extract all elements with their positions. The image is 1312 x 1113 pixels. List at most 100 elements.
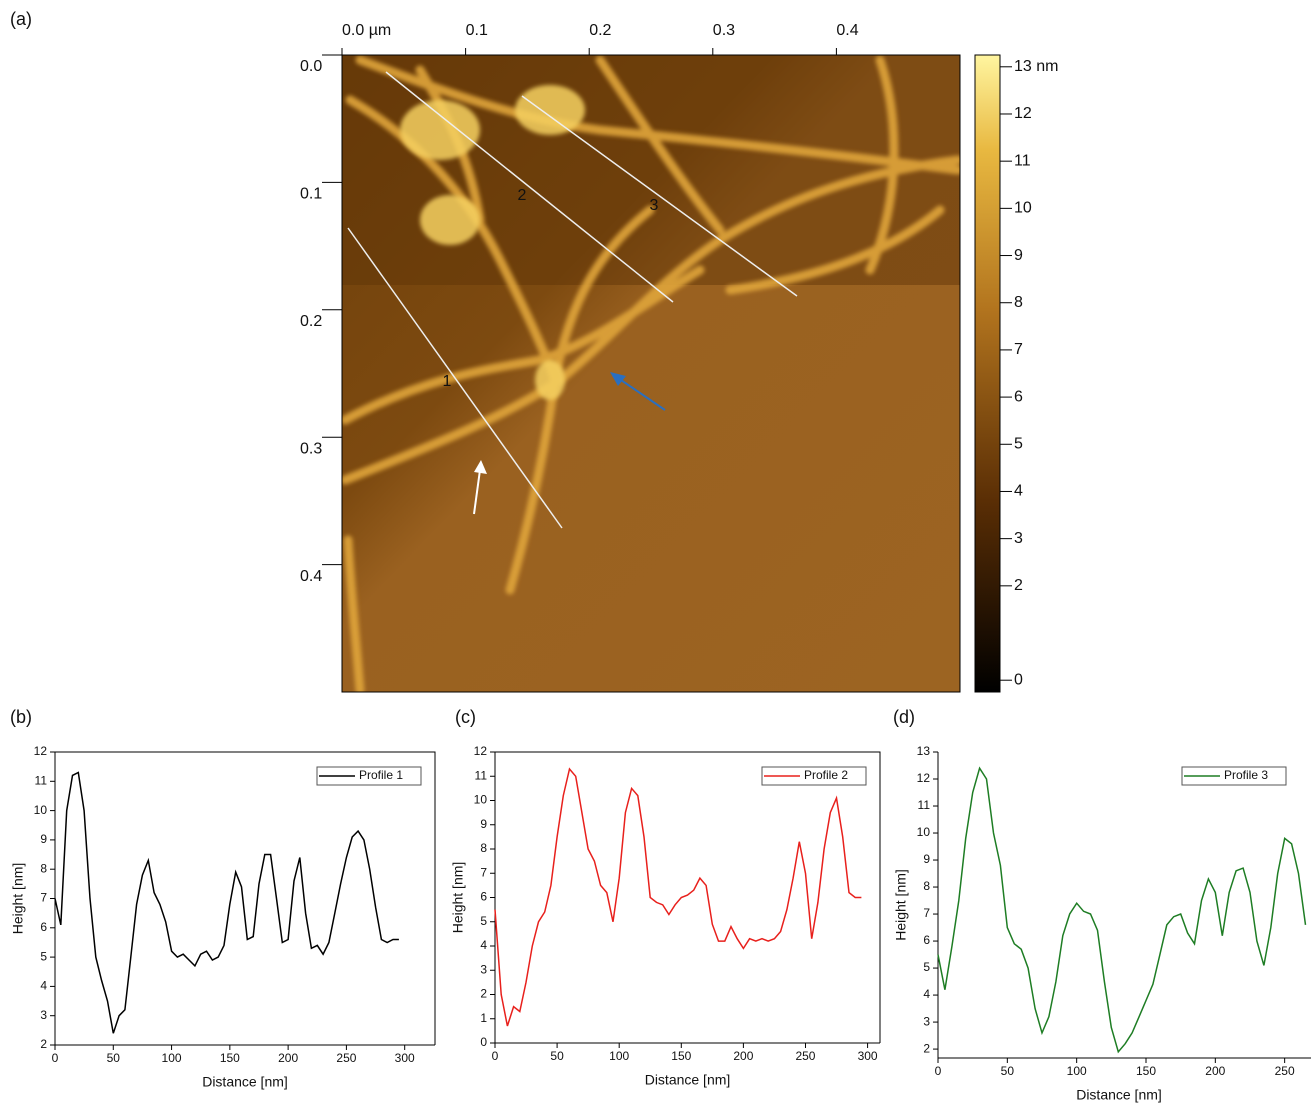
x-tick-label: 0.1 xyxy=(466,22,488,39)
legend-box xyxy=(1181,766,1287,786)
y-tick-label: 11 xyxy=(475,768,488,782)
colorbar-tick-label: 2 xyxy=(1014,577,1023,594)
line-series xyxy=(494,767,862,1027)
colorbar-tick-label: 6 xyxy=(1014,388,1023,405)
x-tick-label: 300 xyxy=(395,1051,415,1065)
y-tick-label: 0.4 xyxy=(300,568,322,585)
y-tick-label: 4 xyxy=(923,987,930,1001)
y-tick-label: 6 xyxy=(923,933,930,947)
y-tick-label: 2 xyxy=(40,1037,47,1051)
y-tick-label: 5 xyxy=(923,960,930,974)
x-tick-label: 0 xyxy=(52,1051,59,1065)
colorbar-tick-label: 5 xyxy=(1014,435,1023,452)
y-tick-label: 0.3 xyxy=(300,440,322,457)
x-tick-label: 50 xyxy=(107,1051,121,1065)
y-tick-label: 12 xyxy=(474,744,488,758)
x-tick-label: 100 xyxy=(1067,1064,1087,1078)
y-tick-label: 0.0 xyxy=(300,58,322,75)
y-axis-title: Height [nm] xyxy=(893,869,909,941)
legend-box xyxy=(761,766,867,786)
y-tick-label: 1 xyxy=(480,1011,487,1025)
line-series xyxy=(54,771,399,1034)
panel-label: (d) xyxy=(893,707,915,727)
y-tick-label: 11 xyxy=(918,798,931,812)
y-tick-label: 9 xyxy=(480,817,487,831)
x-tick-label: 200 xyxy=(1205,1064,1225,1078)
colorbar-tick-label: 11 xyxy=(1014,152,1031,169)
line-series xyxy=(937,766,1307,1054)
x-tick-label: 50 xyxy=(550,1049,564,1063)
y-tick-label: 7 xyxy=(40,891,47,905)
x-tick-label: 0.4 xyxy=(836,22,858,39)
y-tick-label: 9 xyxy=(40,832,47,846)
colorbar-tick-label: 7 xyxy=(1014,341,1023,358)
panel-label: (a) xyxy=(10,9,32,29)
colorbar-tick-label: 12 xyxy=(1014,105,1032,122)
colorbar-tick-label: 0 xyxy=(1014,671,1023,688)
x-tick-label: 200 xyxy=(733,1049,753,1063)
colorbar-tick-label: 3 xyxy=(1014,530,1023,547)
y-tick-label: 11 xyxy=(35,773,48,787)
x-tick-label: 150 xyxy=(671,1049,691,1063)
y-axis-title: Height [nm] xyxy=(450,862,466,934)
x-tick-label: 0 xyxy=(492,1049,499,1063)
x-axis-title: Distance [nm] xyxy=(645,1072,731,1088)
arrows xyxy=(473,372,666,515)
x-axis-title: Distance [nm] xyxy=(1076,1087,1162,1103)
y-tick-label: 12 xyxy=(917,771,931,785)
x-tick-label: 250 xyxy=(795,1049,815,1063)
y-tick-label: 9 xyxy=(923,852,930,866)
colorbar-tick-label: 8 xyxy=(1014,294,1023,311)
axes-frame xyxy=(54,751,436,1046)
colorbar-tick-label: 13 nm xyxy=(1014,58,1058,75)
y-tick-label: 0.2 xyxy=(300,313,322,330)
axes-frame xyxy=(937,752,1311,1059)
y-tick-label: 8 xyxy=(40,861,47,875)
x-tick-label: 250 xyxy=(1275,1064,1295,1078)
legend-label: Profile 2 xyxy=(804,768,848,782)
y-tick-label: 8 xyxy=(923,879,930,893)
profile-line xyxy=(385,71,674,303)
x-tick-label: 300 xyxy=(858,1049,878,1063)
panel-label: (b) xyxy=(10,707,32,727)
colorbar xyxy=(974,54,1001,693)
y-tick-label: 2 xyxy=(923,1041,930,1055)
profile-line-label: 3 xyxy=(650,197,659,214)
x-tick-label: 0 xyxy=(935,1064,942,1078)
y-tick-label: 8 xyxy=(480,841,487,855)
y-tick-label: 12 xyxy=(34,744,48,758)
colorbar-tick-label: 4 xyxy=(1014,483,1023,500)
x-tick-label: 250 xyxy=(336,1051,356,1065)
x-tick-label: 0.0 µm xyxy=(342,22,391,39)
y-tick-label: 13 xyxy=(917,744,931,758)
y-tick-label: 6 xyxy=(40,920,47,934)
legend-label: Profile 3 xyxy=(1224,768,1268,782)
x-tick-label: 50 xyxy=(1001,1064,1015,1078)
profile-line-label: 1 xyxy=(443,373,452,390)
y-tick-label: 10 xyxy=(34,803,48,817)
x-tick-label: 100 xyxy=(162,1051,182,1065)
y-tick-label: 4 xyxy=(40,979,47,993)
panel-label: (c) xyxy=(455,707,476,727)
y-tick-label: 0.1 xyxy=(300,186,322,203)
x-tick-label: 100 xyxy=(609,1049,629,1063)
y-tick-label: 7 xyxy=(923,906,930,920)
y-tick-label: 7 xyxy=(480,865,487,879)
x-tick-label: 0.3 xyxy=(713,22,735,39)
y-tick-label: 5 xyxy=(480,914,487,928)
y-tick-label: 3 xyxy=(40,1008,47,1022)
x-axis-title: Distance [nm] xyxy=(202,1074,288,1090)
y-tick-label: 2 xyxy=(480,987,487,1001)
image-frame xyxy=(341,54,961,693)
legend-box xyxy=(316,766,422,786)
profile-line-label: 2 xyxy=(518,187,527,204)
y-tick-label: 4 xyxy=(480,938,487,952)
y-tick-label: 5 xyxy=(40,949,47,963)
axes-frame xyxy=(494,751,881,1044)
y-tick-label: 10 xyxy=(917,825,931,839)
x-tick-label: 200 xyxy=(278,1051,298,1065)
colorbar-tick-label: 9 xyxy=(1014,247,1023,264)
x-tick-label: 150 xyxy=(220,1051,240,1065)
x-tick-label: 0.2 xyxy=(589,22,611,39)
